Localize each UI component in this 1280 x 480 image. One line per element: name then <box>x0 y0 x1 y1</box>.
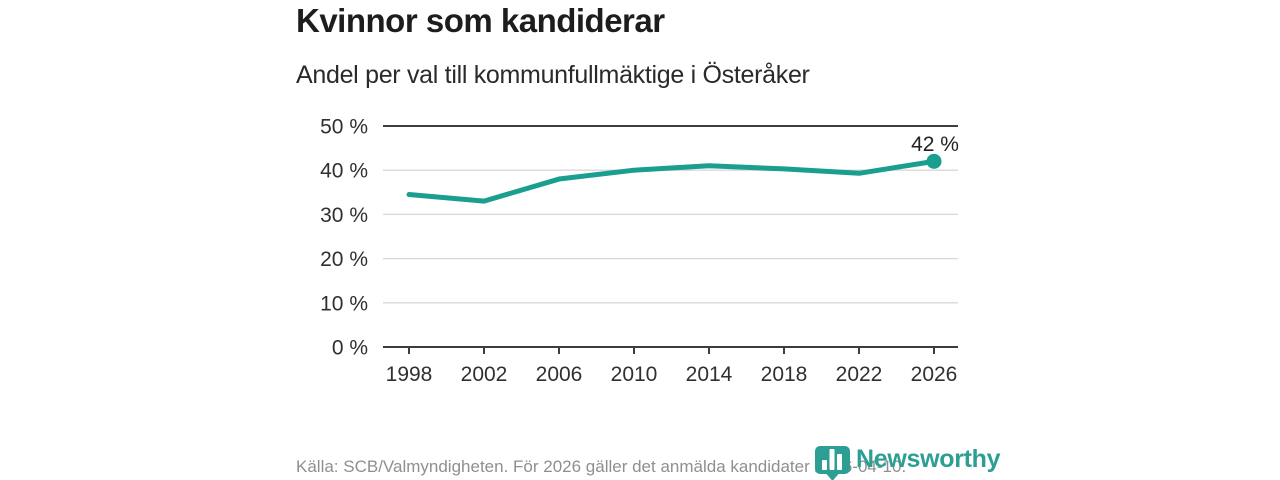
bar-chart-pin-icon <box>814 441 851 480</box>
x-tick-label: 2002 <box>461 363 508 386</box>
chart-subtitle: Andel per val till kommunfullmäktige i Ö… <box>296 61 810 89</box>
source-note: Källa: SCB/Valmyndigheten. För 2026 gäll… <box>296 457 907 476</box>
x-tick-label: 2014 <box>686 363 733 386</box>
last-point-label: 42 % <box>911 133 959 156</box>
y-tick-label: 40 % <box>320 160 368 183</box>
y-tick-label: 30 % <box>320 204 368 227</box>
y-tick-label: 20 % <box>320 248 368 271</box>
y-tick-label: 10 % <box>320 292 368 315</box>
x-tick-label: 2018 <box>761 363 808 386</box>
logo-wordmark: Newsworthy <box>856 445 1001 473</box>
y-tick-label: 0 % <box>332 337 368 360</box>
x-tick-label: 2026 <box>911 363 958 386</box>
y-tick-label: 50 % <box>320 116 368 139</box>
newsworthy-logo: Newsworthy <box>814 441 1001 480</box>
x-tick-label: 2010 <box>611 363 658 386</box>
x-tick-label: 2006 <box>536 363 583 386</box>
data-line <box>406 158 937 204</box>
x-tick-label: 2022 <box>836 363 883 386</box>
page-title: Kvinnor som kandiderar <box>296 2 665 39</box>
last-point-marker <box>926 153 942 169</box>
x-tick-label: 1998 <box>386 363 433 386</box>
